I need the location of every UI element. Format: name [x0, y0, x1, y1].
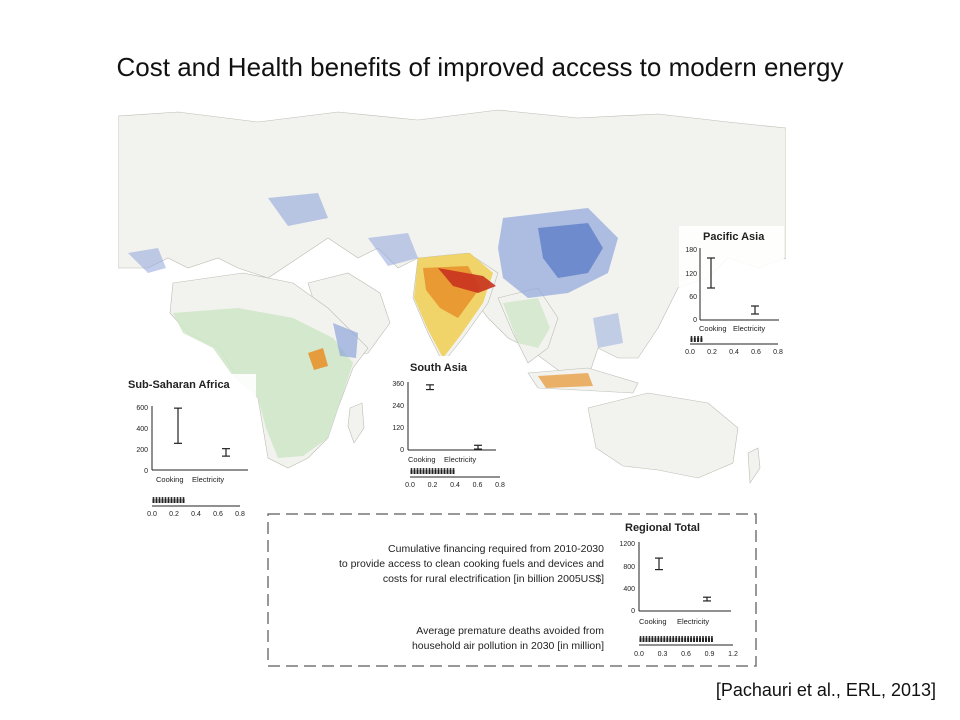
cooking-cost-range [426, 384, 434, 391]
islands-orange [538, 373, 593, 388]
africa-blue-east [333, 323, 358, 358]
new-zealand-landmass [747, 447, 761, 484]
deaths-axis: 0.0 0.3 0.6 0.9 1.2 [634, 644, 738, 658]
y-tick-label: 360 [392, 381, 404, 388]
deaths-tick-label: 0.8 [773, 349, 783, 356]
y-tick-label: 800 [623, 564, 635, 571]
deaths-tick-label: 0.6 [473, 482, 483, 489]
y-tick-label: 200 [136, 447, 148, 454]
x-label-cooking: Cooking [408, 455, 436, 464]
x-label-electricity: Electricity [444, 455, 476, 464]
electricity-cost-range [703, 596, 711, 602]
deaths-tick-label: 0.8 [235, 511, 245, 518]
inset-sub-saharan-africa: Sub-Saharan Africa 600 400 200 0 Cooking… [118, 374, 256, 522]
map-figure: Pacific Asia 180 120 60 0 Cooking Electr… [118, 108, 786, 668]
deaths-tick-label: 0.4 [191, 511, 201, 518]
india-red [438, 268, 496, 293]
deaths-bar [410, 468, 455, 474]
deaths-bar [690, 336, 703, 342]
y-tick-label: 0 [144, 468, 148, 475]
legend-cost-line: Cumulative financing required from 2010-… [388, 543, 604, 555]
legend-box: Cumulative financing required from 2010-… [267, 513, 757, 667]
x-label-cooking: Cooking [699, 324, 727, 333]
middle-east-blue [368, 233, 418, 266]
central-asia-blue [268, 193, 328, 226]
electricity-cost-range [222, 448, 230, 457]
inset-south-asia: South Asia 360 240 120 0 Cooking Electri… [382, 356, 505, 504]
y-tick-label: 600 [136, 405, 148, 412]
legend-deaths-line: Average premature deaths avoided from [416, 625, 604, 637]
cooking-cost-range [655, 557, 663, 571]
x-label-electricity: Electricity [677, 617, 709, 626]
deaths-tick-label: 0.0 [634, 651, 644, 658]
y-tick-label: 400 [623, 586, 635, 593]
deaths-tick-label: 0.2 [428, 482, 438, 489]
deaths-tick-label: 0.2 [169, 511, 179, 518]
deaths-axis: 0.0 0.2 0.4 0.6 0.8 [685, 343, 783, 356]
deaths-tick-label: 0.6 [213, 511, 223, 518]
inset-regional-total: Regional Total 1200 800 400 0 Cooking El… [619, 522, 738, 658]
deaths-axis: 0.0 0.2 0.4 0.6 0.8 [405, 476, 505, 489]
north-africa-blue [128, 248, 166, 273]
heatmap-layer [128, 193, 623, 458]
deaths-tick-label: 0.3 [658, 651, 668, 658]
legend-cost-line: to provide access to clean cooking fuels… [339, 558, 604, 570]
legend-deaths-line: household air pollution in 2030 [in mill… [412, 640, 604, 652]
southeast-asia-mixed [503, 298, 550, 348]
deaths-tick-label: 0.0 [147, 511, 157, 518]
legend-cost-line: costs for rural electrification [in bill… [383, 573, 604, 585]
y-tick-label: 180 [685, 247, 697, 254]
y-tick-label: 400 [136, 426, 148, 433]
y-axis-ticks: 360 240 120 0 [392, 381, 404, 454]
deaths-tick-label: 0.9 [705, 651, 715, 658]
y-tick-label: 0 [400, 447, 404, 454]
africa-green-area [173, 308, 353, 458]
madagascar-landmass [347, 402, 365, 444]
inset-title: Sub-Saharan Africa [128, 379, 231, 391]
y-tick-label: 60 [689, 294, 697, 301]
x-label-cooking: Cooking [639, 617, 667, 626]
inset-title: Regional Total [625, 522, 700, 534]
africa-hotspot [308, 348, 328, 370]
y-axis-ticks: 180 120 60 0 [685, 247, 697, 324]
electricity-cost-range [474, 444, 482, 450]
deaths-tick-label: 0.6 [681, 651, 691, 658]
deaths-tick-label: 1.2 [728, 651, 738, 658]
china-blue-dark [538, 223, 603, 278]
x-label-electricity: Electricity [733, 324, 765, 333]
electricity-cost-range [751, 305, 759, 315]
x-label-cooking: Cooking [156, 475, 184, 484]
x-label-electricity: Electricity [192, 475, 224, 484]
slide-title: Cost and Health benefits of improved acc… [116, 52, 844, 82]
y-tick-label: 0 [693, 317, 697, 324]
deaths-tick-label: 0.2 [707, 349, 717, 356]
pacific-blue [593, 313, 623, 348]
y-axis-ticks: 1200 800 400 0 [619, 541, 635, 615]
y-tick-label: 1200 [619, 541, 635, 548]
y-tick-label: 240 [392, 403, 404, 410]
y-tick-label: 120 [392, 425, 404, 432]
deaths-tick-label: 0.0 [685, 349, 695, 356]
deaths-tick-label: 0.8 [495, 482, 505, 489]
deaths-tick-label: 0.6 [751, 349, 761, 356]
cooking-cost-range [707, 257, 715, 289]
cooking-cost-range [174, 407, 182, 444]
legend-frame [267, 513, 757, 667]
y-tick-label: 120 [685, 271, 697, 278]
deaths-tick-label: 0.4 [450, 482, 460, 489]
y-axis-ticks: 600 400 200 0 [136, 405, 148, 475]
deaths-tick-label: 0.4 [729, 349, 739, 356]
y-tick-label: 0 [631, 608, 635, 615]
inset-title: Pacific Asia [703, 231, 765, 243]
australia-landmass [587, 392, 739, 479]
legend-deaths-text: Average premature deaths avoided from ho… [412, 625, 604, 652]
deaths-bar [639, 636, 713, 642]
legend-cost-text: Cumulative financing required from 2010-… [339, 543, 604, 585]
deaths-bar [152, 497, 185, 503]
deaths-tick-label: 0.0 [405, 482, 415, 489]
inset-title: South Asia [410, 362, 468, 374]
citation: [Pachauri et al., ERL, 2013] [715, 680, 936, 700]
inset-pacific-asia: Pacific Asia 180 120 60 0 Cooking Electr… [679, 226, 784, 364]
deaths-axis: 0.0 0.2 0.4 0.6 0.8 [147, 505, 245, 518]
